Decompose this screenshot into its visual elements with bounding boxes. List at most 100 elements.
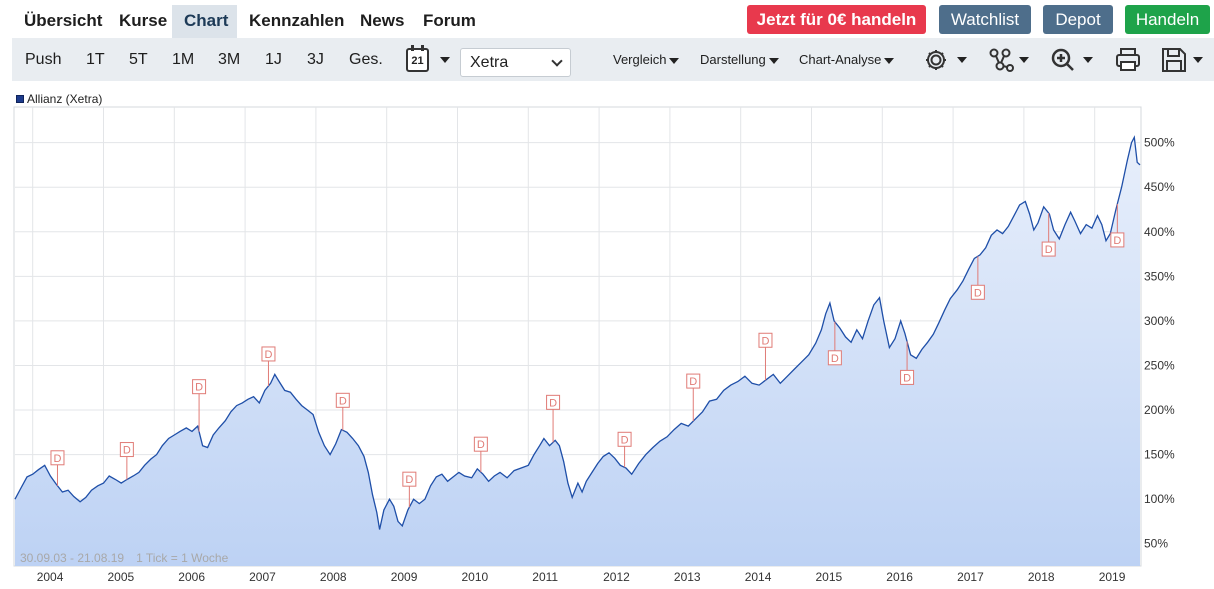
dividend-box (970, 284, 985, 300)
tab-kurse[interactable]: Kurse (119, 11, 168, 30)
dividend-box (119, 442, 134, 458)
range-3m[interactable]: 3M (218, 51, 241, 68)
darstellung-dropdown[interactable]: Darstellung (700, 38, 779, 81)
dividend-box (686, 373, 701, 389)
settings-icon[interactable] (924, 46, 970, 74)
x-tick-label: 2011 (532, 570, 558, 584)
dividend-marker: D (119, 442, 134, 480)
chevron-down-icon (551, 55, 563, 67)
dividend-box (402, 471, 417, 487)
x-tick-label: 2015 (815, 570, 842, 584)
dividend-box (192, 379, 207, 395)
handeln-button[interactable]: Handeln (1125, 5, 1210, 34)
exchange-select[interactable]: Xetra (460, 48, 571, 77)
save-icon[interactable] (1160, 46, 1206, 74)
dividend-box (546, 394, 561, 410)
tab-chart[interactable]: Chart (172, 5, 237, 44)
dividend-label: D (123, 445, 131, 457)
dividend-box (1110, 232, 1125, 248)
darstellung-label: Darstellung (700, 52, 766, 67)
x-tick-label: 2010 (461, 570, 488, 584)
dividend-label: D (761, 335, 769, 347)
dividend-marker: D (1041, 213, 1056, 257)
period-label: 30.09.03 - 21.08.19 1 Tick = 1 Woche (20, 551, 229, 565)
range-push[interactable]: Push (25, 51, 62, 68)
x-tick-label: 2004 (37, 570, 64, 584)
legend-label: Allianz (Xetra) (27, 92, 103, 106)
vergleich-dropdown[interactable]: Vergleich (613, 38, 680, 81)
x-tick-label: 2006 (178, 570, 205, 584)
dividend-marker: D (758, 332, 773, 381)
dividend-label: D (195, 382, 203, 394)
legend-swatch (16, 95, 24, 103)
chart-toolbar: Push 1T 5T 1M 3M 1J 3J Ges. 21 Xetra Ver… (12, 38, 1214, 81)
dividend-marker: D (617, 431, 632, 468)
calendar-dropdown-icon[interactable] (440, 57, 450, 63)
x-tick-label: 2007 (249, 570, 276, 584)
tab-uebersicht[interactable]: Übersicht (24, 11, 103, 30)
dividend-marker: D (546, 394, 561, 443)
range-ges[interactable]: Ges. (349, 51, 383, 68)
dividend-marker: D (192, 379, 207, 432)
dividend-label: D (974, 287, 982, 299)
range-1t[interactable]: 1T (86, 51, 105, 68)
y-tick-label: 500% (1144, 136, 1175, 150)
x-axis-labels: 2004 2005 2006 2007 2008 2009 2010 2011 2012 2013… (37, 570, 1126, 584)
calendar-icon[interactable]: 21 (406, 45, 429, 72)
dividend-label: D (54, 453, 62, 465)
dividend-label: D (831, 353, 839, 365)
caret-down-icon (768, 57, 779, 64)
x-tick-label: 2009 (391, 570, 418, 584)
dividend-marker: D (261, 346, 276, 386)
x-tick-label: 2019 (1099, 570, 1126, 584)
dividend-label: D (903, 372, 911, 384)
y-tick-label: 450% (1144, 180, 1175, 194)
dividend-marker: D (335, 392, 350, 431)
zoom-icon[interactable] (1050, 46, 1096, 74)
range-3j[interactable]: 3J (307, 51, 324, 68)
watchlist-button[interactable]: Watchlist (939, 5, 1031, 34)
y-tick-label: 150% (1144, 448, 1175, 462)
y-tick-label: 200% (1144, 403, 1175, 417)
chart-analyse-label: Chart-Analyse (799, 52, 882, 67)
dividend-label: D (1113, 235, 1121, 247)
dividend-label: D (264, 349, 272, 361)
price-chart[interactable]: D D D D D D D D D D D D D D D D 50% 100% 150% 200% 250% 300%… (0, 105, 1214, 589)
y-tick-label: 50% (1144, 537, 1168, 551)
dividend-label: D (405, 474, 413, 486)
top-navigation: Übersicht Kurse Chart Kennzahlen News Fo… (0, 0, 1214, 44)
share-icon[interactable] (988, 46, 1032, 74)
range-1m[interactable]: 1M (172, 51, 195, 68)
dividend-box (261, 346, 276, 362)
y-tick-label: 400% (1144, 225, 1175, 239)
dividend-box (758, 332, 773, 348)
y-tick-label: 250% (1144, 358, 1175, 372)
dividend-box (1041, 241, 1056, 257)
x-tick-label: 2013 (674, 570, 701, 584)
dividend-marker: D (1110, 203, 1125, 248)
x-tick-label: 2016 (886, 570, 913, 584)
tab-news[interactable]: News (360, 11, 405, 30)
trade-button[interactable]: Jetzt für 0€ handeln (747, 5, 926, 34)
dividend-marker: D (827, 321, 842, 366)
x-tick-label: 2018 (1028, 570, 1055, 584)
range-5t[interactable]: 5T (129, 51, 148, 68)
x-tick-label: 2005 (107, 570, 134, 584)
dividend-marker: D (686, 373, 701, 422)
price-area (15, 137, 1140, 567)
y-tick-label: 100% (1144, 492, 1175, 506)
vergleich-label: Vergleich (613, 52, 667, 67)
y-tick-label: 300% (1144, 314, 1175, 328)
chart-legend: Allianz (Xetra) (16, 92, 102, 106)
chart-analyse-dropdown[interactable]: Chart-Analyse (799, 38, 895, 81)
x-tick-label: 2014 (745, 570, 772, 584)
range-1j[interactable]: 1J (265, 51, 282, 68)
tab-kennzahlen[interactable]: Kennzahlen (249, 11, 345, 30)
depot-button[interactable]: Depot (1043, 5, 1113, 34)
dividend-marker: D (473, 436, 488, 473)
dividend-box (473, 436, 488, 452)
print-icon[interactable] (1114, 46, 1142, 74)
dividend-label: D (621, 434, 629, 446)
tab-forum[interactable]: Forum (423, 11, 476, 30)
caret-down-icon (884, 57, 895, 64)
